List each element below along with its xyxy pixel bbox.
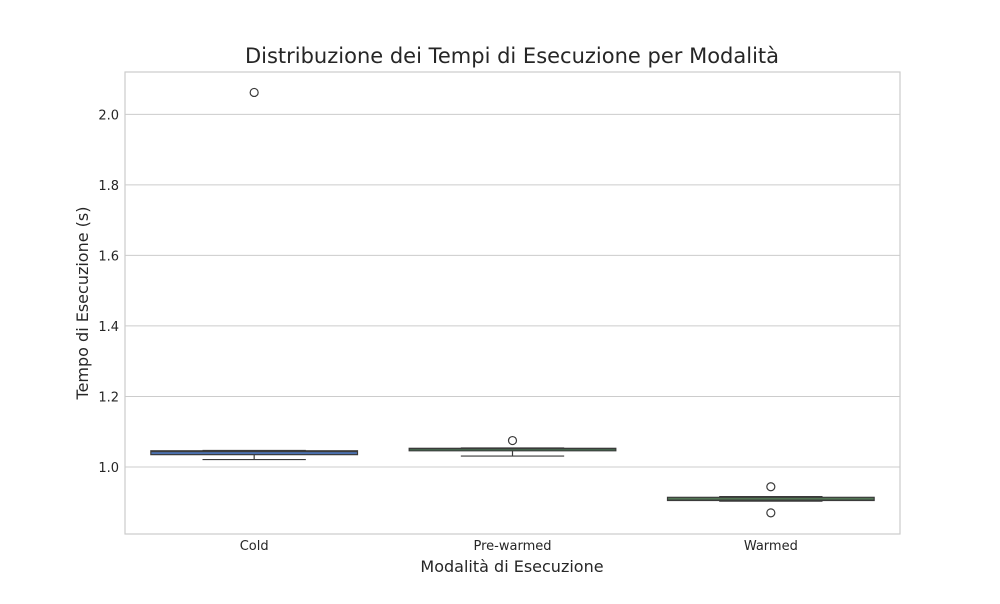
y-tick-label: 1.6: [98, 249, 119, 264]
box-group-pre-warmed: [408, 435, 617, 457]
chart-title: Distribuzione dei Tempi di Esecuzione pe…: [245, 44, 779, 68]
box-group-cold: [150, 87, 359, 461]
grid-layer: [125, 113, 900, 468]
y-tick-label: 1.8: [98, 179, 119, 194]
outlier-point: [507, 435, 518, 446]
y-tick-label: 2.0: [98, 108, 119, 123]
box-iqr: [150, 450, 359, 456]
y-tick-label: 1.0: [98, 461, 119, 476]
y-tick-label: 1.4: [98, 320, 119, 335]
y-tick-label: 1.2: [98, 390, 119, 405]
plot-area-frame: [124, 71, 901, 535]
x-tick-label: Warmed: [744, 539, 798, 554]
x-axis-label: Modalità di Esecuzione: [420, 557, 603, 576]
outlier-point: [249, 87, 259, 98]
outlier-point: [766, 508, 776, 518]
x-tick-label: Pre-warmed: [474, 539, 552, 554]
y-axis-label: Tempo di Esecuzione (s): [73, 207, 92, 401]
x-tick-label: Cold: [240, 539, 269, 554]
y-tick-labels: 1.0 1.2 1.4 1.6 1.8 2.0: [98, 108, 119, 476]
box-group-warmed: [666, 482, 875, 518]
outlier-point: [766, 482, 776, 492]
boxes-layer: [150, 87, 875, 518]
x-tick-labels: Cold Pre-warmed Warmed: [240, 539, 798, 554]
